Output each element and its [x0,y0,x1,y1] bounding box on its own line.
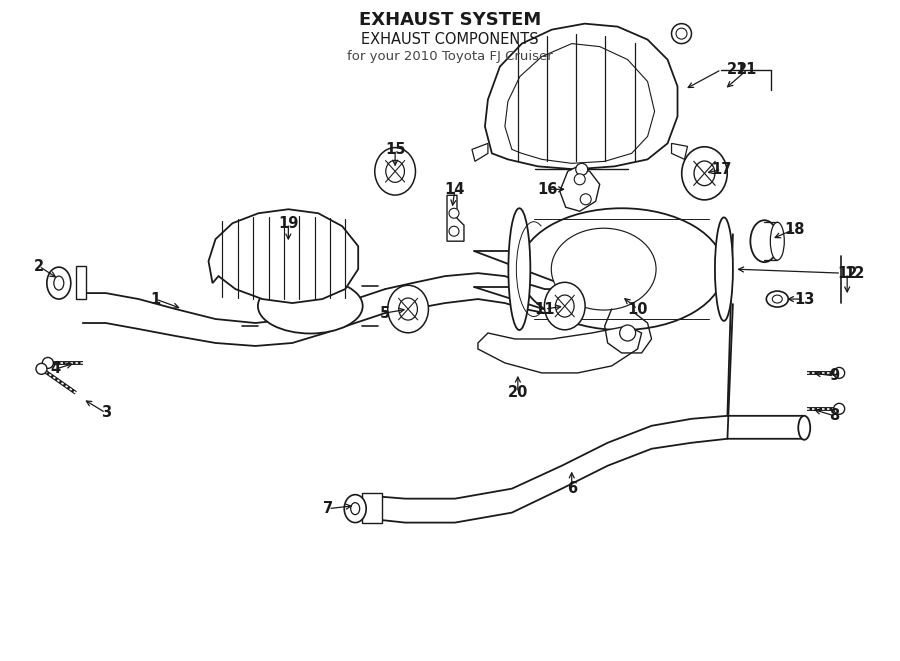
Circle shape [619,325,635,341]
Text: for your 2010 Toyota FJ Cruiser: for your 2010 Toyota FJ Cruiser [347,50,553,63]
Text: 20: 20 [508,385,528,401]
Text: 12: 12 [837,266,858,281]
Circle shape [671,24,691,44]
Circle shape [574,174,585,185]
Polygon shape [472,143,488,161]
Polygon shape [478,326,642,373]
Circle shape [833,368,845,378]
Text: EXHAUST COMPONENTS: EXHAUST COMPONENTS [361,32,539,47]
Ellipse shape [399,298,418,320]
Polygon shape [362,492,382,523]
Text: 15: 15 [385,142,405,157]
Polygon shape [447,195,464,241]
Text: 3: 3 [101,405,111,420]
Ellipse shape [798,416,810,440]
Polygon shape [671,143,688,159]
Ellipse shape [681,147,727,200]
Text: 2: 2 [34,258,44,274]
Ellipse shape [544,282,585,330]
Ellipse shape [766,291,788,307]
Ellipse shape [552,228,656,310]
Ellipse shape [519,208,724,330]
Ellipse shape [374,147,416,195]
Circle shape [42,358,53,368]
Text: 7: 7 [323,501,333,516]
Ellipse shape [715,217,733,321]
Circle shape [449,226,459,236]
Ellipse shape [344,494,366,523]
Polygon shape [505,44,654,163]
Text: 10: 10 [627,301,648,317]
Text: 17: 17 [711,162,732,177]
Ellipse shape [47,267,71,299]
Text: 11: 11 [535,301,555,317]
Polygon shape [560,167,599,212]
Text: 12: 12 [844,266,864,281]
Text: 19: 19 [278,215,299,231]
Text: 21: 21 [727,62,748,77]
Ellipse shape [555,295,574,317]
Text: 16: 16 [537,182,558,197]
Ellipse shape [258,278,363,334]
Circle shape [676,28,687,39]
Polygon shape [209,210,358,303]
Circle shape [449,208,459,218]
Polygon shape [76,266,86,299]
Ellipse shape [386,161,404,182]
Text: 9: 9 [829,368,840,383]
Polygon shape [485,24,678,169]
Circle shape [833,403,845,414]
Text: 14: 14 [445,182,465,197]
Ellipse shape [694,161,715,186]
Circle shape [580,194,591,205]
Ellipse shape [772,295,782,303]
Ellipse shape [770,222,784,260]
Text: EXHAUST SYSTEM: EXHAUST SYSTEM [359,11,541,28]
Text: 5: 5 [380,305,391,321]
Ellipse shape [54,276,64,290]
Text: 4: 4 [50,362,61,376]
Text: 6: 6 [567,481,577,496]
Ellipse shape [751,220,778,262]
Circle shape [36,364,47,374]
Ellipse shape [508,208,530,330]
Circle shape [576,163,588,175]
Text: 21: 21 [737,62,758,77]
Text: 18: 18 [784,221,805,237]
Ellipse shape [388,286,428,332]
Text: 13: 13 [794,292,814,307]
Text: 8: 8 [829,408,840,423]
Ellipse shape [351,502,360,515]
Text: 1: 1 [150,292,161,307]
